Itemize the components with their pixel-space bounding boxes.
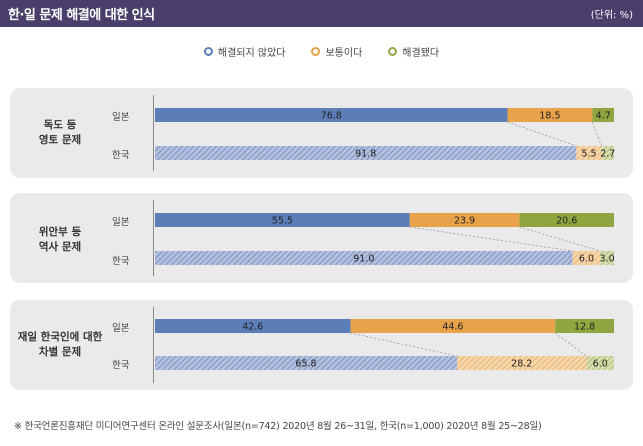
data-label: 55.5: [272, 216, 293, 227]
data-label: 28.2: [511, 359, 532, 370]
data-label: 44.6: [442, 322, 463, 333]
bar-segment-neutral: [507, 108, 593, 122]
legend-item-neutral: 보통이다: [311, 44, 362, 59]
data-label: 76.8: [321, 111, 342, 122]
data-label: 65.8: [295, 359, 316, 370]
bar-segment-resolved: [555, 319, 614, 333]
data-label: 2.7: [600, 149, 615, 160]
data-label: 91.8: [355, 149, 376, 160]
group-label-territory: 독도 등 영토 문제: [10, 118, 110, 148]
bar-segment-neutral: [572, 251, 601, 265]
row-label-korea: 한국: [112, 150, 130, 161]
connector-line: [409, 226, 573, 252]
data-label: 18.5: [539, 111, 560, 122]
chart-header: 한·일 문제 해결에 대한 인식 (단위: %): [0, 0, 643, 27]
group-label-line: 위안부 등: [38, 226, 82, 238]
connector-line: [592, 121, 602, 147]
data-label: 4.7: [596, 111, 611, 122]
group-label-line: 차별 문제: [38, 346, 82, 358]
legend: 해결되지 않았다 보통이다 해결됐다: [0, 44, 643, 59]
data-label: 5.5: [581, 149, 596, 160]
group-label-line: 독도 등: [43, 119, 77, 131]
row-label-japan: 일본: [112, 112, 130, 123]
axis-line: [153, 307, 154, 383]
connector-line: [507, 121, 577, 147]
legend-dot-unresolved: [203, 47, 213, 56]
group-label-line: 역사 문제: [38, 241, 82, 253]
bar-segment-neutral: [576, 146, 602, 160]
legend-label-unresolved: 해결되지 않았다: [217, 48, 286, 59]
panel-history: [10, 193, 633, 283]
bar-segment-resolved: [519, 213, 614, 227]
data-label: 91.0: [353, 254, 374, 265]
legend-label-resolved: 해결됐다: [402, 48, 440, 59]
bar-segment-neutral: [350, 319, 556, 333]
footnote: ※ 한국언론진흥재단 미디어연구센터 온라인 설문조사(일본(n=742) 20…: [14, 421, 542, 432]
data-label: 3.0: [600, 254, 615, 265]
chart-title: 한·일 문제 해결에 대한 인식: [8, 8, 155, 23]
bar-segment-unresolved: [155, 213, 410, 227]
data-label: 12.8: [574, 322, 595, 333]
bar-segment-unresolved: [155, 146, 577, 160]
bar-segment-neutral: [457, 356, 587, 370]
panel-discrimination: [10, 300, 633, 390]
legend-label-neutral: 보통이다: [325, 48, 363, 59]
connector-line: [555, 332, 587, 357]
bar-segment-resolved: [601, 146, 614, 160]
connector-line: [519, 226, 601, 252]
legend-dot-resolved: [388, 47, 398, 56]
bar-segment-resolved: [592, 108, 614, 122]
panel-territory: [10, 88, 633, 178]
bar-segment-unresolved: [155, 356, 458, 370]
bar-segment-unresolved: [155, 108, 508, 122]
data-label: 42.6: [242, 322, 263, 333]
row-label-korea: 한국: [112, 360, 130, 371]
bar-segment-resolved: [600, 251, 614, 265]
legend-item-resolved: 해결됐다: [388, 44, 439, 59]
group-label-discrimination: 재일 한국인에 대한 차별 문제: [10, 330, 110, 360]
bar-segment-resolved: [586, 356, 614, 370]
unit-label: (단위: %): [590, 10, 633, 21]
bar-segment-unresolved: [155, 251, 573, 265]
axis-line: [153, 95, 154, 171]
connector-line: [350, 332, 458, 357]
data-label: 6.0: [579, 254, 594, 265]
legend-item-unresolved: 해결되지 않았다: [203, 44, 286, 59]
row-label-japan: 일본: [112, 323, 130, 334]
group-label-history: 위안부 등 역사 문제: [10, 225, 110, 255]
data-label: 6.0: [593, 359, 608, 370]
legend-dot-neutral: [311, 47, 321, 56]
bar-segment-neutral: [409, 213, 520, 227]
axis-line: [153, 200, 154, 276]
data-label: 20.6: [556, 216, 577, 227]
bar-segment-unresolved: [155, 319, 351, 333]
row-label-korea: 한국: [112, 256, 130, 267]
row-label-japan: 일본: [112, 217, 130, 228]
data-label: 23.9: [454, 216, 475, 227]
group-label-line: 재일 한국인에 대한: [17, 331, 103, 343]
group-label-line: 영토 문제: [38, 134, 82, 146]
